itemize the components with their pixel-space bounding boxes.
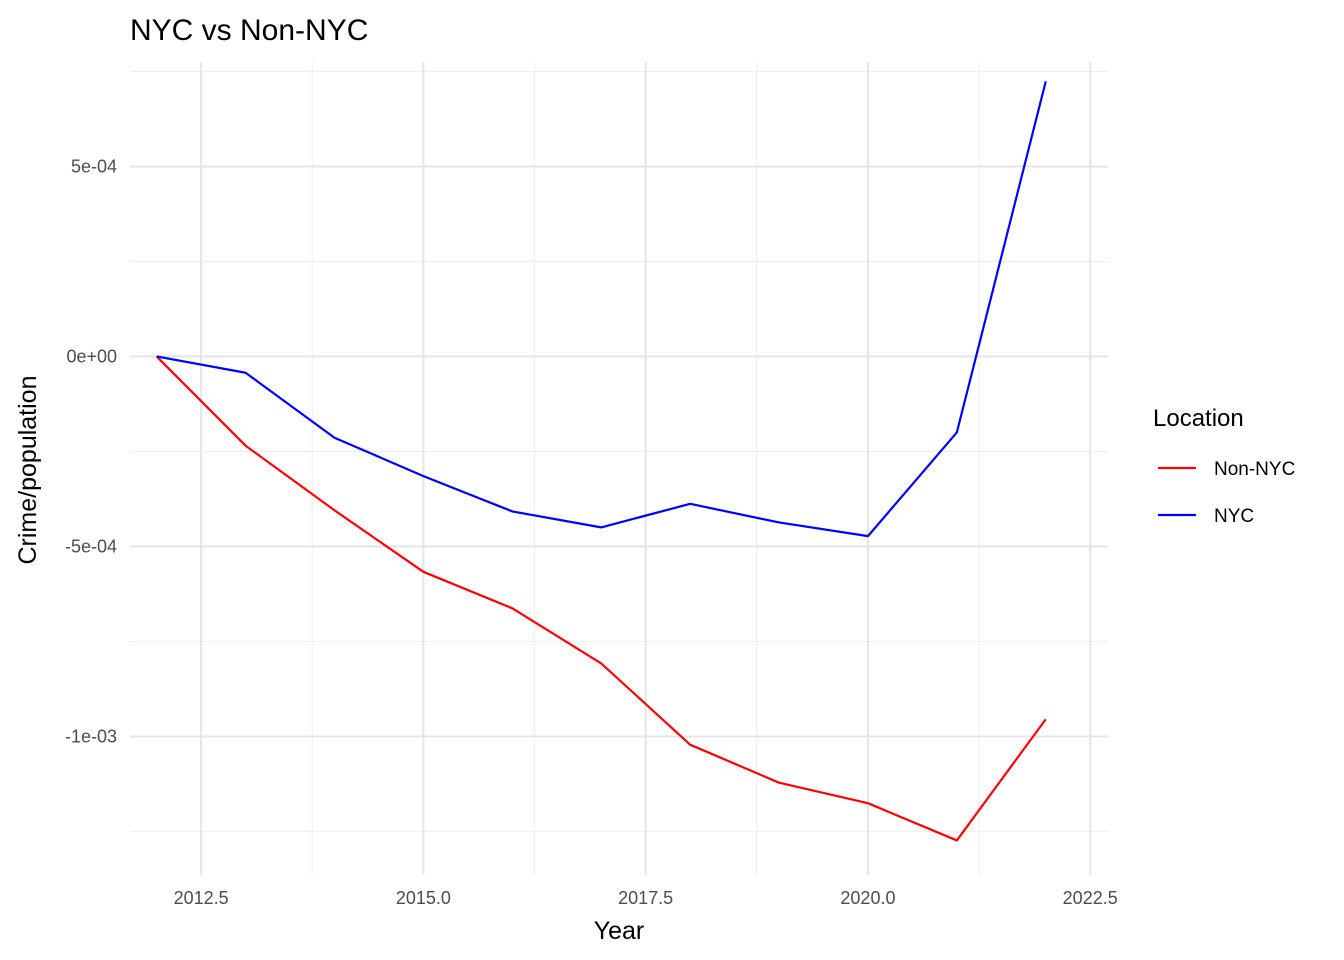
x-tick-label: 2020.0 — [840, 888, 895, 908]
series-line-nyc — [156, 81, 1047, 538]
x-tick-label: 2015.0 — [396, 888, 451, 908]
x-axis-ticks: 2012.5 2015.0 2017.5 2020.0 2022.5 — [174, 888, 1118, 908]
legend-item: NYC — [1158, 506, 1254, 527]
y-axis-ticks: 5e-04 0e+00 -5e-04 -1e-03 — [65, 156, 117, 746]
legend-label: Non-NYC — [1214, 459, 1295, 480]
x-axis-title: Year — [594, 917, 645, 945]
minor-gridlines — [130, 62, 1108, 875]
x-tick-label: 2012.5 — [174, 888, 229, 908]
y-tick-label: 5e-04 — [71, 156, 117, 176]
legend-title: Location — [1153, 405, 1244, 432]
y-tick-label: -5e-04 — [65, 536, 117, 556]
series-layer — [155, 81, 1047, 842]
chart-title: NYC vs Non-NYC — [130, 14, 368, 47]
series-line-non-nyc — [155, 355, 1047, 842]
y-axis-title: Crime/population — [14, 376, 42, 565]
major-gridlines — [130, 62, 1108, 875]
x-tick-label: 2022.5 — [1063, 888, 1118, 908]
x-tick-label: 2017.5 — [618, 888, 673, 908]
y-tick-label: 0e+00 — [66, 346, 117, 366]
legend-item: Non-NYC — [1158, 459, 1295, 480]
legend-items: Non-NYC NYC — [1158, 459, 1295, 527]
legend-label: NYC — [1214, 506, 1254, 527]
legend: Location Non-NYC NYC — [1153, 405, 1295, 527]
y-tick-label: -1e-03 — [65, 726, 117, 746]
